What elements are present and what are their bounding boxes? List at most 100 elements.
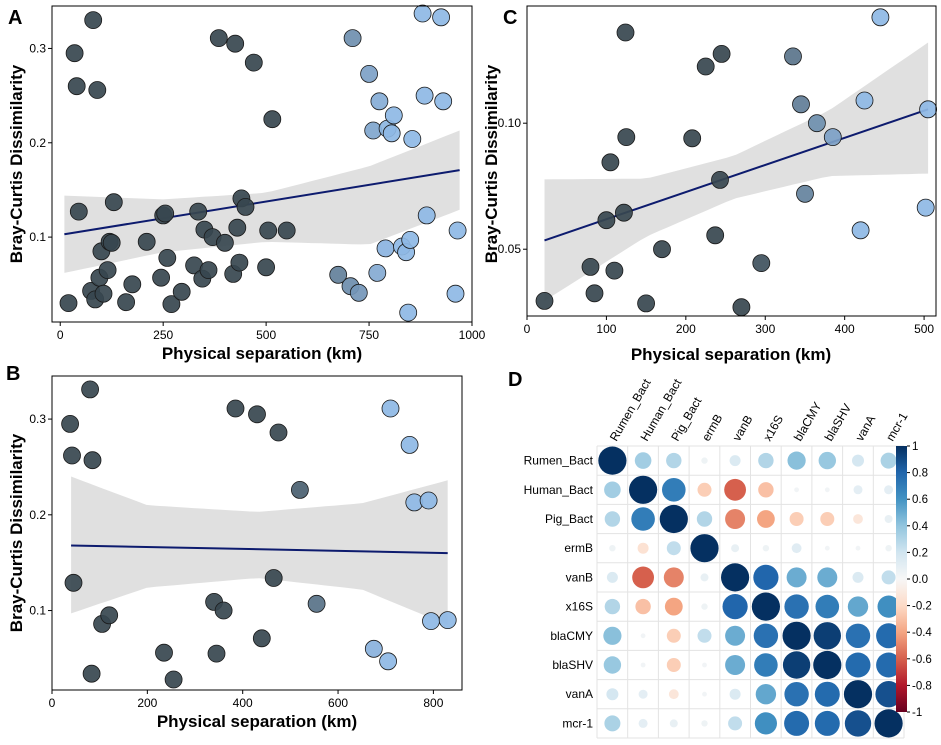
- panel-a-data-point: [244, 53, 263, 72]
- panel-a-data-point: [84, 11, 103, 30]
- panel-c-data-point: [637, 294, 655, 313]
- corr-cell-Rumen_Bact-Human_Bact: [634, 452, 652, 469]
- panel-b-x-tick-label: 600: [328, 696, 348, 710]
- panel-letter-c: C: [503, 7, 517, 29]
- panel-c-data-point: [796, 184, 814, 203]
- panel-c-data-point: [683, 129, 702, 148]
- panel-a-data-point: [259, 221, 278, 240]
- corr-cell-x16S-blaCMY: [784, 594, 809, 619]
- panel-c-data-point: [581, 257, 600, 276]
- panel-b-data-point: [422, 612, 440, 630]
- panel-c-data-point: [792, 95, 810, 114]
- corr-cell-Human_Bact-ermB: [697, 482, 712, 497]
- corr-cell-blaCMY-Human_Bact: [640, 633, 646, 639]
- corr-cell-mcr-1-mcr-1: [874, 709, 903, 738]
- corr-cell-x16S-ermB: [701, 603, 708, 610]
- corr-cell-Rumen_Bact-blaCMY: [787, 451, 806, 470]
- corr-cell-vanA-Rumen_Bact: [606, 688, 619, 701]
- corr-cell-blaCMY-ermB: [697, 628, 712, 643]
- panel-a-data-point: [94, 284, 113, 303]
- panel-a-data-point: [102, 233, 121, 252]
- panel-b-data-point: [364, 639, 383, 658]
- panel-a-data-point: [277, 221, 296, 240]
- panel-a-data-point: [228, 218, 247, 237]
- panel-a-data-point: [360, 65, 379, 83]
- panel-a-data-point: [172, 282, 191, 301]
- corr-row-label: Human_Bact: [524, 483, 594, 497]
- panel-b-data-point: [419, 491, 438, 510]
- panel-c-data-point: [535, 291, 554, 310]
- corr-cell-x16S-mcr-1: [877, 595, 900, 618]
- corr-col-label: vanB: [730, 413, 756, 444]
- panel-a-data-point: [199, 261, 218, 280]
- corr-cell-blaCMY-Rumen_Bact: [603, 626, 622, 645]
- corr-cell-mcr-1-Human_Bact: [638, 718, 648, 728]
- panel-a-data-point: [376, 239, 395, 258]
- corr-cell-blaCMY-blaSHV: [813, 622, 841, 650]
- panel-c-data-point: [711, 170, 729, 189]
- corr-cell-blaCMY-blaCMY: [782, 621, 811, 650]
- corr-cell-mcr-1-vanA: [844, 710, 872, 737]
- colorbar-tick-label: 0.8: [912, 468, 928, 480]
- corr-cell-blaSHV-vanB: [725, 655, 746, 675]
- corr-cell-ermB-x16S: [762, 545, 770, 552]
- panel-c-y-tick-label: 0.10: [498, 116, 522, 130]
- panel-b-y-tick-label: 0.3: [29, 412, 46, 426]
- panel-b-scatter: 0 200 400 600 800 0.1 0.2 0.3 Physical separati…: [7, 375, 463, 731]
- colorbar: [896, 446, 907, 712]
- panel-a-data-point: [215, 233, 234, 252]
- corr-cell-ermB-blaCMY: [791, 543, 802, 554]
- corr-cell-Human_Bact-mcr-1: [884, 485, 894, 495]
- panel-a-y-axis-title: Bray-Curtis Dissimilarity: [7, 64, 26, 263]
- corr-cell-vanA-x16S: [755, 684, 777, 705]
- corr-cell-blaSHV-mcr-1: [876, 652, 902, 678]
- panel-b-data-point: [248, 405, 266, 424]
- panel-c-data-point: [616, 23, 635, 42]
- panel-c-x-tick-label: 0: [524, 322, 531, 336]
- panel-b-regression-line: [71, 544, 448, 555]
- panel-b-data-point: [207, 644, 226, 663]
- panel-letter-d: D: [508, 369, 522, 391]
- panel-b-x-tick-label: 200: [137, 696, 157, 710]
- panel-c-scatter: 0 100 200 300 400 500 0.05 0.10 Physical separa…: [482, 5, 937, 364]
- colorbar-tick-label: -1: [912, 707, 922, 719]
- panel-c-data-point: [597, 211, 616, 230]
- panel-c-x-tick-label: 400: [835, 322, 855, 336]
- corr-cell-blaCMY-mcr-1: [876, 623, 902, 649]
- panel-a-data-point: [417, 206, 436, 225]
- corr-cell-vanA-blaSHV: [814, 681, 840, 707]
- corr-cell-Rumen_Bact-blaSHV: [818, 451, 836, 470]
- corr-cell-blaCMY-vanB: [725, 625, 746, 646]
- corr-cell-Pig_Bact-mcr-1: [884, 515, 893, 523]
- panel-a-x-tick-label: 1000: [459, 328, 486, 342]
- panel-c-data-point: [855, 91, 874, 110]
- panel-c-data-point: [916, 198, 935, 217]
- panel-b-data-point: [269, 423, 288, 442]
- panel-c-data-point: [617, 128, 636, 147]
- corr-cell-vanA-ermB: [702, 691, 707, 697]
- corr-cell-mcr-1-ermB: [701, 720, 708, 727]
- panel-a-scatter: 0 250 500 750 1000 0.1 0.2 0.3 Physical separat…: [7, 4, 486, 363]
- panel-c-y-axis-title: Bray-Curtis Dissimilarity: [482, 64, 501, 263]
- corr-cell-blaSHV-vanA: [845, 652, 871, 678]
- corr-cell-blaSHV-blaCMY: [782, 651, 811, 679]
- panel-a-data-point: [368, 263, 387, 282]
- colorbar-tick-label: 1: [912, 441, 918, 453]
- panel-a-data-point: [209, 29, 228, 47]
- corr-cell-x16S-x16S: [751, 592, 781, 621]
- panel-c-data-point: [712, 45, 731, 63]
- panel-b-data-point: [64, 573, 83, 592]
- corr-cell-blaSHV-x16S: [754, 653, 778, 677]
- panel-a-data-point: [156, 204, 175, 223]
- panel-d-corrplot: Rumen_BactHuman_BactPig_BactermBvanBx16S…: [524, 376, 932, 739]
- corr-col-label: blaCMY: [791, 400, 824, 444]
- corr-cell-Pig_Bact-Rumen_Bact: [604, 511, 621, 527]
- panel-c-x-axis-title: Physical separation (km): [631, 345, 831, 364]
- panel-a-data-point: [152, 268, 171, 287]
- panel-a-data-point: [98, 261, 117, 280]
- panel-a-regression-line: [64, 169, 460, 236]
- corr-row-label: mcr-1: [562, 716, 593, 730]
- corr-cell-Human_Bact-blaCMY: [794, 487, 799, 493]
- panel-a-data-point: [432, 8, 451, 27]
